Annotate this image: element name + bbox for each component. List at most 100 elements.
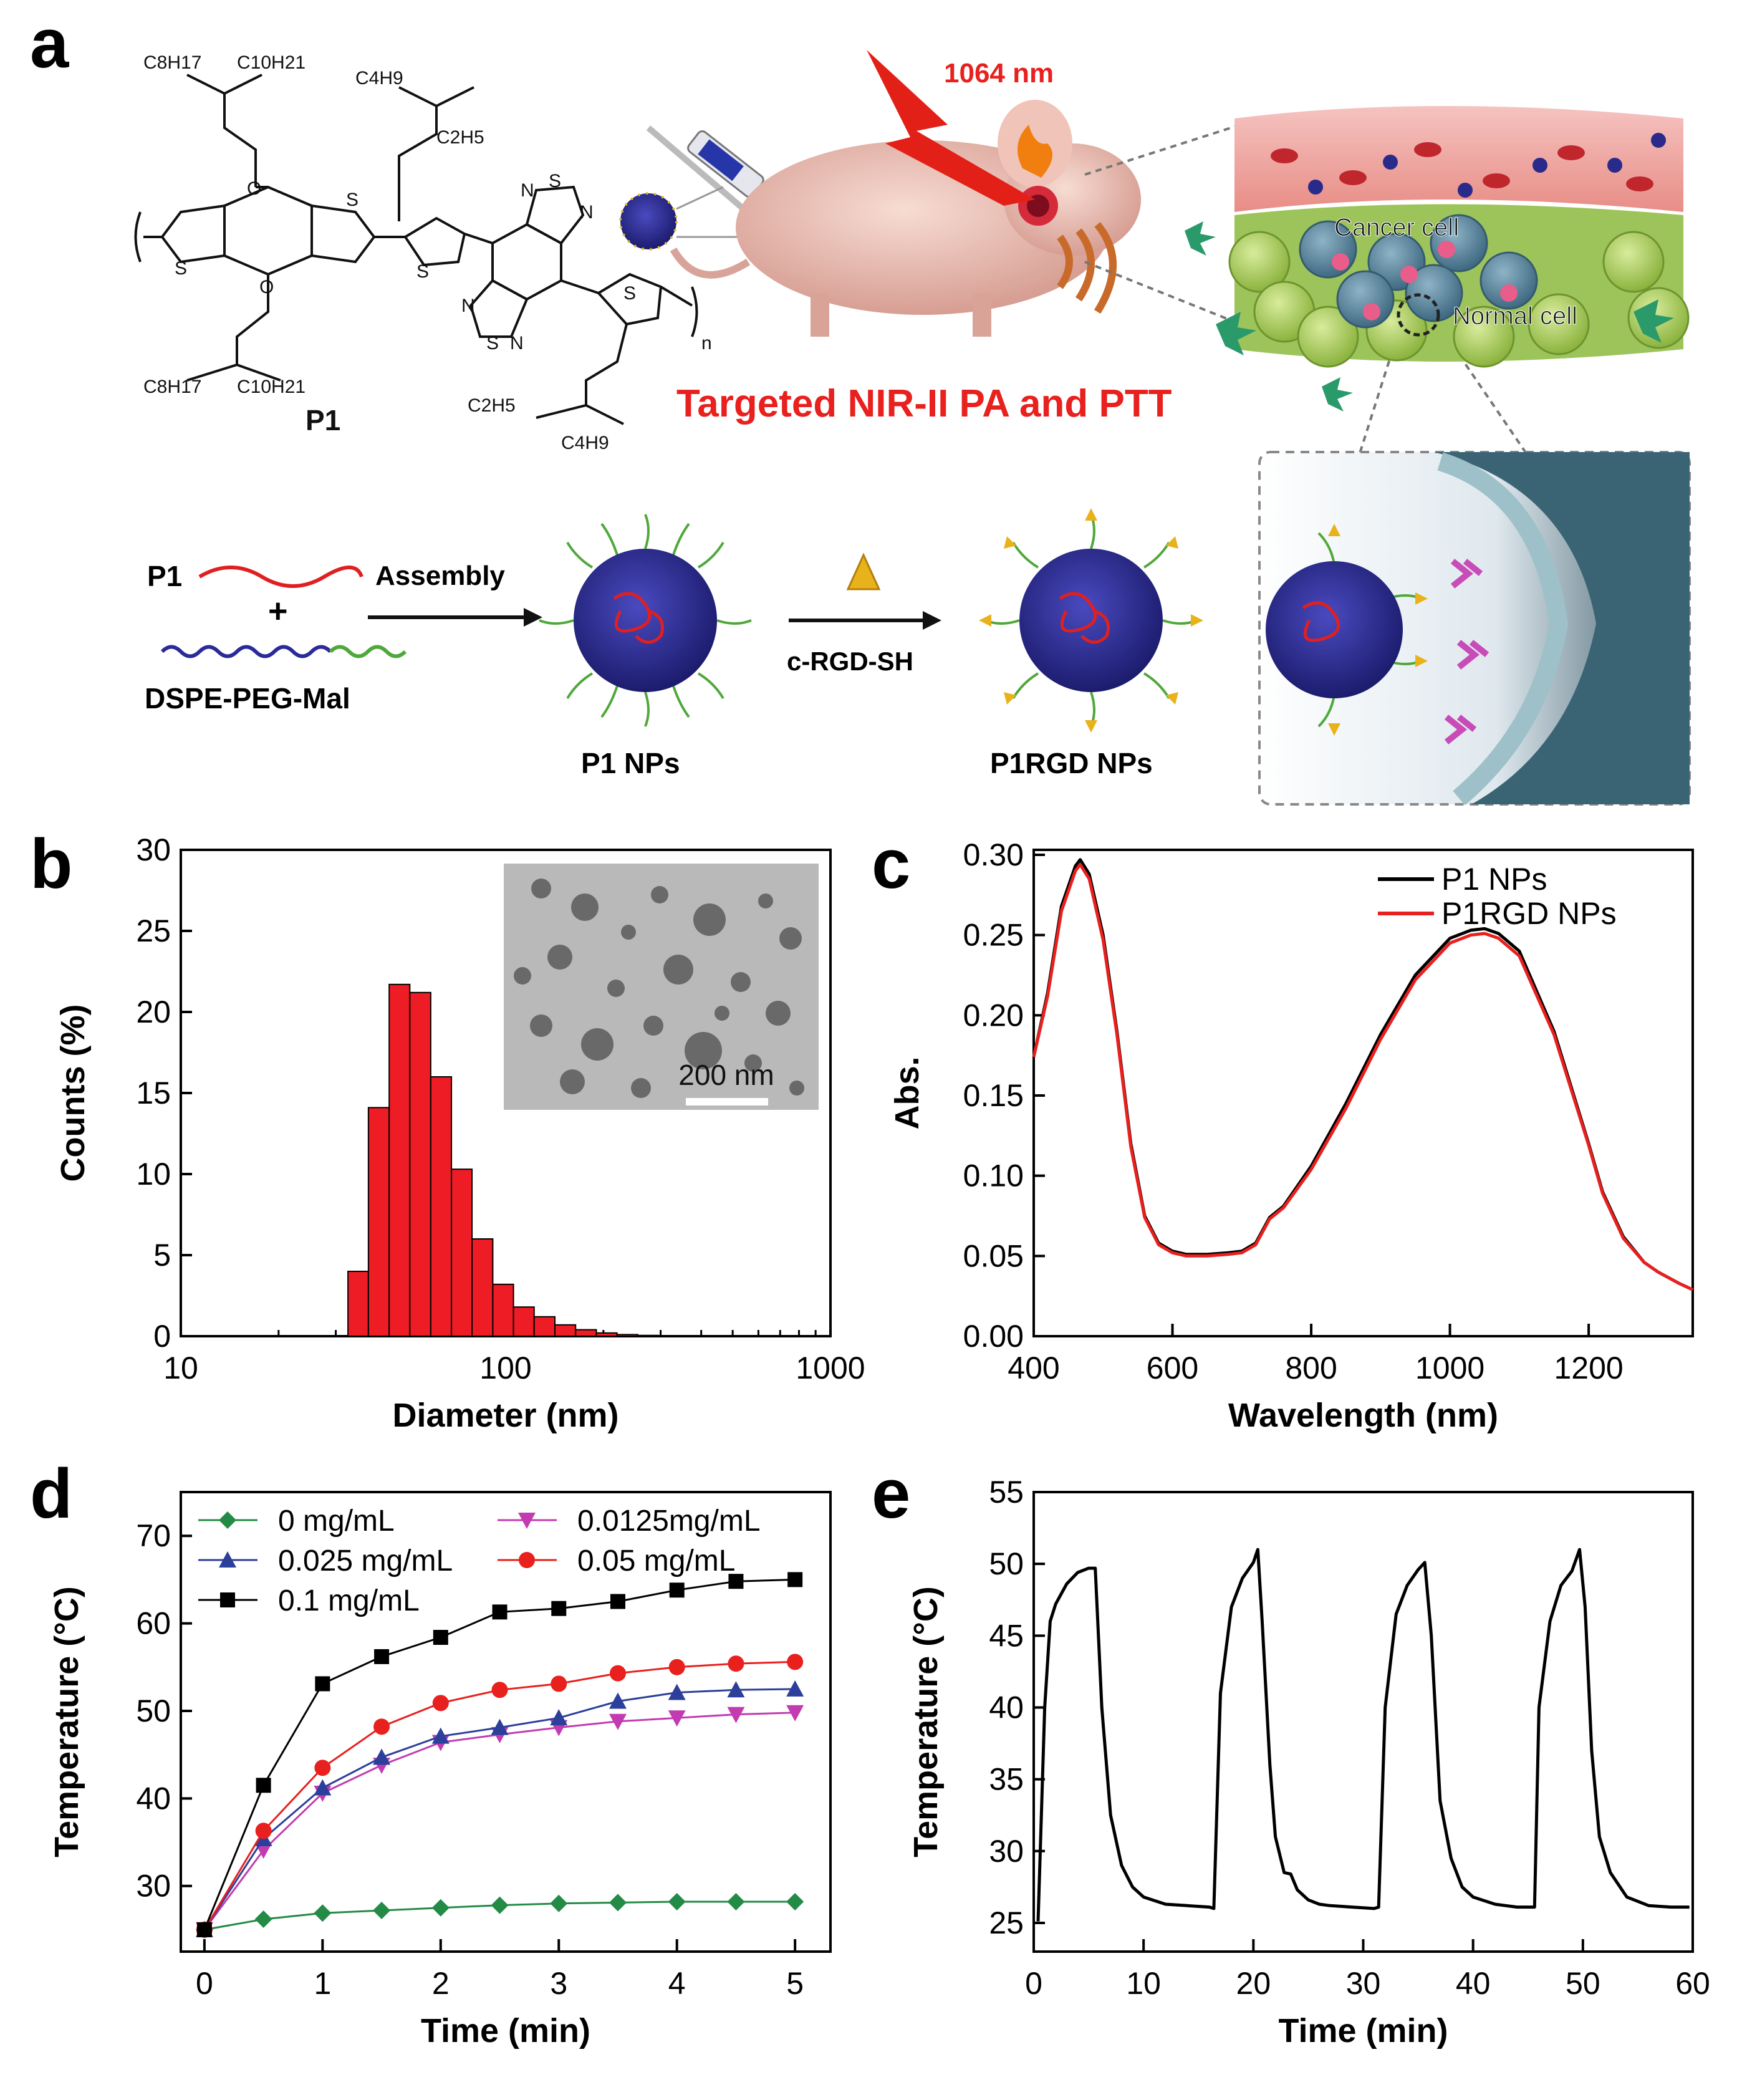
tem-particle [758, 893, 773, 908]
chart-d-point [433, 1630, 448, 1645]
sub-c2h5-bottom: C2H5 [468, 395, 516, 416]
mouse-illustration [670, 100, 1141, 337]
chart-b-bar [367, 1107, 390, 1337]
chart-c-xtick-label: 1000 [1415, 1351, 1484, 1385]
panel-letter-d: d [30, 1455, 73, 1533]
chart-b-bar [430, 1076, 453, 1337]
chart-b: 0 5 10 15 20 25 30 10 100 1000 200 nm Diameter (nm)… [54, 832, 865, 1434]
targeting-inset [1258, 451, 1691, 806]
chart-d-point [492, 1604, 508, 1620]
tem-scale-label: 200 nm [678, 1059, 774, 1091]
chart-d-point [196, 1922, 212, 1937]
chart-d-point [254, 1910, 272, 1929]
atom-n-4: N [510, 333, 524, 354]
chart-c: 0.00 0.05 0.10 0.15 0.20 0.25 0.30 400 600 800 100… [888, 837, 1694, 1434]
tissue-illustration [1185, 106, 1690, 412]
chart-e-frame [1032, 1491, 1694, 1953]
chart-e-ylabel: Temperature (°C) [907, 1586, 945, 1857]
chart-d-point [315, 1676, 330, 1692]
scheme-assembly-label: Assembly [375, 561, 505, 591]
chart-b-ytick-label: 0 [153, 1319, 171, 1354]
chart-c-ytick-label: 0.15 [963, 1078, 1024, 1113]
scheme-p1-label: P1 [147, 560, 182, 592]
atom-n-1: N [521, 180, 534, 201]
chart-c-ytick-label: 0.05 [963, 1238, 1024, 1273]
chart-d-xtick-label: 5 [786, 1966, 804, 2001]
atom-s-6: S [486, 333, 499, 354]
scheme-p1nps-label: P1 NPs [581, 747, 680, 779]
chart-d-point [255, 1823, 272, 1839]
chart-e-xtick-label: 50 [1566, 1966, 1600, 2001]
chart-d-point [432, 1695, 449, 1712]
chart-d-point [727, 1707, 745, 1723]
chart-e-xtick-label: 0 [1025, 1966, 1042, 2001]
chart-d-point [728, 1655, 744, 1672]
peg-chain-green [329, 645, 407, 658]
chart-d-legend-label: 0.0125mg/mL [577, 1505, 761, 1538]
tem-particle [621, 925, 636, 940]
chart-d-point [668, 1659, 685, 1675]
chart-d-point [786, 1892, 804, 1910]
sub-c4h9-bottom: C4H9 [561, 433, 609, 453]
tem-particle [531, 879, 551, 898]
panel-a-figure: O O S S S S S S N N N N n C8H17 C10H21 C… [134, 50, 1691, 806]
chart-d-xtick-label: 3 [550, 1966, 567, 2001]
chart-e-xtick-label: 30 [1346, 1966, 1381, 2001]
chart-d-ylabel: Temperature (°C) [48, 1586, 85, 1857]
chart-c-ytick-label: 0.00 [963, 1319, 1024, 1354]
dspe-chain-blue [160, 645, 332, 658]
chart-b-bar [471, 1238, 494, 1337]
chart-c-ytick-label: 0.10 [963, 1158, 1024, 1193]
chart-d-ytick-label: 70 [136, 1518, 171, 1553]
chart-d-point [668, 1710, 686, 1727]
chart-b-bar [388, 983, 411, 1337]
panel-letter-a: a [30, 4, 69, 82]
chart-d-xtick-label: 2 [432, 1966, 450, 2001]
atom-s-1: S [346, 190, 358, 210]
tem-particle [731, 972, 751, 992]
chart-d-point [551, 1675, 567, 1692]
chemical-structure [134, 74, 698, 425]
p1-nanoparticle [539, 514, 752, 727]
chart-d-series-line [203, 1578, 796, 1930]
tem-particle [766, 1001, 791, 1026]
chart-c-ytick-label: 0.25 [963, 918, 1024, 953]
chart-c-ylabel: Abs. [888, 1056, 926, 1129]
chart-c-xtick-label: 400 [1008, 1351, 1059, 1385]
chart-e-ytick-label: 50 [989, 1546, 1024, 1581]
chart-b-xtick-label: 100 [479, 1351, 531, 1385]
chart-d-point [609, 1713, 627, 1730]
chart-b-bar [512, 1306, 535, 1337]
chart-d-point [668, 1683, 686, 1700]
tem-particle [631, 1078, 651, 1098]
chart-d-point [727, 1681, 745, 1698]
chart-b-bar [575, 1329, 597, 1337]
tem-particle [560, 1069, 585, 1094]
chart-b-bar [554, 1324, 577, 1337]
rgd-cone-icon [846, 552, 881, 590]
chart-d-xtick-label: 4 [668, 1966, 686, 2001]
chart-d-point [787, 1654, 804, 1670]
scheme-dspe-label: DSPE-PEG-Mal [145, 682, 350, 715]
atom-s-4: S [623, 283, 636, 304]
chart-b-ytick-label: 25 [136, 913, 171, 948]
chart-d-point [314, 1779, 332, 1796]
chart-b-xtick-label: 10 [163, 1351, 198, 1385]
chart-d-point [786, 1680, 804, 1697]
chart-e-xtick-label: 60 [1675, 1966, 1710, 2001]
chart-b-xlabel: Diameter (nm) [392, 1397, 618, 1434]
sub-c10h21-top: C10H21 [237, 52, 306, 73]
chart-b-xtick-label: 1000 [796, 1351, 865, 1385]
cancer-cell-label: Cancer cell [1334, 214, 1459, 241]
chart-d-point [374, 1649, 390, 1664]
tem-particle [514, 967, 531, 985]
chart-d-point [550, 1709, 568, 1726]
chart-d-ytick-label: 40 [136, 1781, 171, 1816]
tem-particle [685, 1032, 722, 1069]
chart-c-legend-label: P1 NPs [1441, 862, 1547, 897]
chart-c-frame [1032, 849, 1694, 1337]
chart-e-xlabel: Time (min) [1278, 2012, 1448, 2049]
atom-n-2: N [580, 202, 594, 223]
chart-d-point [314, 1760, 331, 1776]
chart-e: 25 30 35 40 45 50 55 0 10 20 30 40 50 60 Time (min) Tem… [907, 1475, 1710, 2049]
